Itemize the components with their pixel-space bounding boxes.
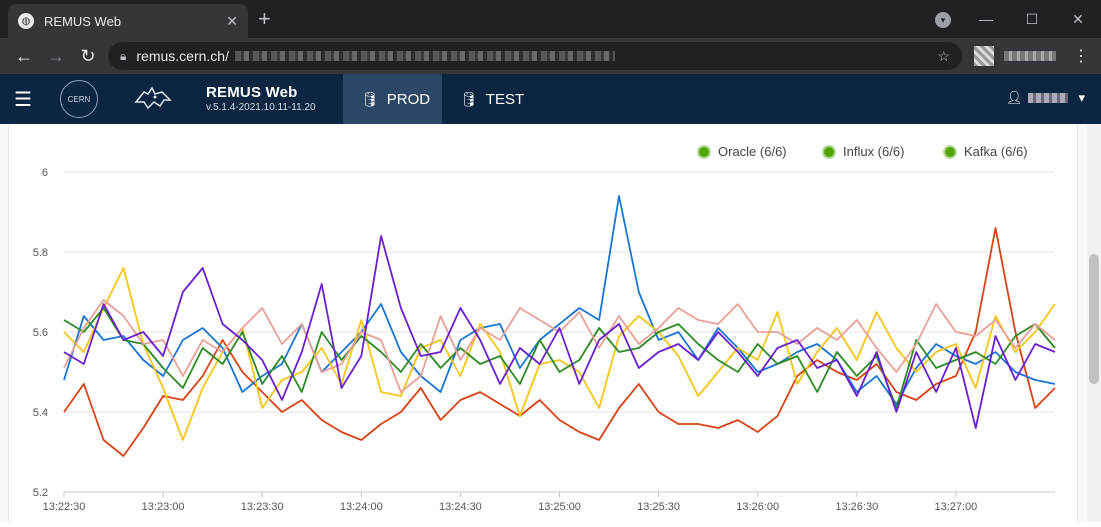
database-icon: 🛢︎ <box>361 90 379 107</box>
x-tick-label: 13:25:00 <box>538 501 581 513</box>
legend-label: Oracle (6/6) <box>718 144 787 159</box>
bookmark-star-icon[interactable]: ☆ <box>937 47 950 64</box>
browser-tab-strip: ◍ REMUS Web ✕ + ▾ — ☐ ✕ <box>0 0 1101 38</box>
tab-prod[interactable]: 🛢︎ PROD <box>343 74 442 124</box>
app-name: REMUS Web <box>206 84 298 101</box>
user-menu[interactable]: 👤︎ ▾ <box>1006 90 1085 106</box>
address-bar[interactable]: 🔒︎ remus.cern.ch/ ☆ <box>108 42 962 70</box>
legend-status-dot <box>697 145 711 159</box>
tab-test-label: TEST <box>485 90 525 108</box>
profile-button[interactable] <box>974 46 1056 66</box>
legend-status-dot <box>943 145 957 159</box>
app-brand: REMUS Web v.5.1.4-2021.10.11-11.20 <box>206 84 316 113</box>
cern-logo-text: CERN <box>67 94 91 104</box>
tab-title: REMUS Web <box>44 13 122 29</box>
latency-line-chart: 5.2 5.4 5.6 5.8 6 13:22:30 13:23:00 13:23:30 13:… <box>33 144 1056 513</box>
y-tick-label: 5.2 <box>33 487 48 499</box>
window-controls: — ☐ ✕ <box>963 0 1101 38</box>
browser-menu-icon[interactable]: ⋮ <box>1073 48 1089 65</box>
tab-test[interactable]: 🛢︎ TEST <box>442 74 542 124</box>
url-path-redacted <box>234 51 615 61</box>
scrollbar-thumb[interactable] <box>1089 254 1099 384</box>
x-tick-label: 13:22:30 <box>43 501 86 513</box>
caret-down-icon: ▾ <box>1078 90 1085 105</box>
tab-prod-label: PROD <box>386 90 431 108</box>
x-tick-label: 13:25:30 <box>637 501 680 513</box>
tab-search-icon[interactable]: ▾ <box>935 12 951 28</box>
user-name-redacted <box>1028 93 1069 103</box>
url-host: remus.cern.ch/ <box>136 48 229 64</box>
globe-icon: ◍ <box>18 13 34 29</box>
x-tick-label: 13:24:00 <box>340 501 383 513</box>
browser-toolbar: ← → ↻ 🔒︎ remus.cern.ch/ ☆ ⋮ <box>0 38 1101 74</box>
series-line <box>63 235 1056 429</box>
x-tick-label: 13:27:00 <box>934 501 977 513</box>
user-icon: 👤︎ <box>1005 90 1023 105</box>
y-tick-label: 5.6 <box>33 327 48 339</box>
app-header: ☰ CERN REMUS Web v.5.1.4-2021.10.11-11.2… <box>0 74 1101 124</box>
page-scrollbar[interactable] <box>1087 124 1101 522</box>
chart-panel: 5.2 5.4 5.6 5.8 6 13:22:30 13:23:00 13:23:30 13:… <box>8 124 1078 522</box>
avatar <box>974 46 994 66</box>
close-window-icon[interactable]: ✕ <box>1072 10 1084 27</box>
wolf-logo <box>134 86 172 110</box>
main-content: 5.2 5.4 5.6 5.8 6 13:22:30 13:23:00 13:23:30 13:… <box>0 124 1087 522</box>
legend-status-dot <box>822 145 836 159</box>
x-tick-label: 13:26:30 <box>835 501 878 513</box>
profile-name-redacted <box>1004 51 1056 61</box>
minimize-icon[interactable]: — <box>979 11 993 27</box>
y-tick-label: 5.4 <box>33 407 48 419</box>
lock-icon[interactable]: 🔒︎ <box>120 48 127 63</box>
x-tick-label: 13:23:00 <box>142 501 185 513</box>
cern-logo[interactable]: CERN <box>60 80 98 118</box>
legend-label: Influx (6/6) <box>843 144 904 159</box>
x-tick-label: 13:24:30 <box>439 501 482 513</box>
forward-arrow-icon[interactable]: → <box>47 45 65 66</box>
back-arrow-icon[interactable]: ← <box>15 45 33 66</box>
series-line <box>63 227 1056 457</box>
x-tick-label: 13:23:30 <box>241 501 284 513</box>
maximize-icon[interactable]: ☐ <box>1025 10 1039 27</box>
x-tick-label: 13:26:00 <box>736 501 779 513</box>
new-tab-button[interactable]: + <box>258 6 271 31</box>
reload-icon[interactable]: ↻ <box>80 45 96 66</box>
close-tab-icon[interactable]: ✕ <box>226 12 238 29</box>
legend-label: Kafka (6/6) <box>964 144 1028 159</box>
series-line <box>63 299 1056 393</box>
y-tick-label: 5.8 <box>33 247 48 259</box>
app-version: v.5.1.4-2021.10.11-11.20 <box>206 102 316 113</box>
y-tick-label: 6 <box>42 167 48 179</box>
database-icon: 🛢︎ <box>460 90 478 107</box>
hamburger-menu-icon[interactable]: ☰ <box>14 89 32 111</box>
browser-tab[interactable]: ◍ REMUS Web ✕ <box>8 4 248 38</box>
